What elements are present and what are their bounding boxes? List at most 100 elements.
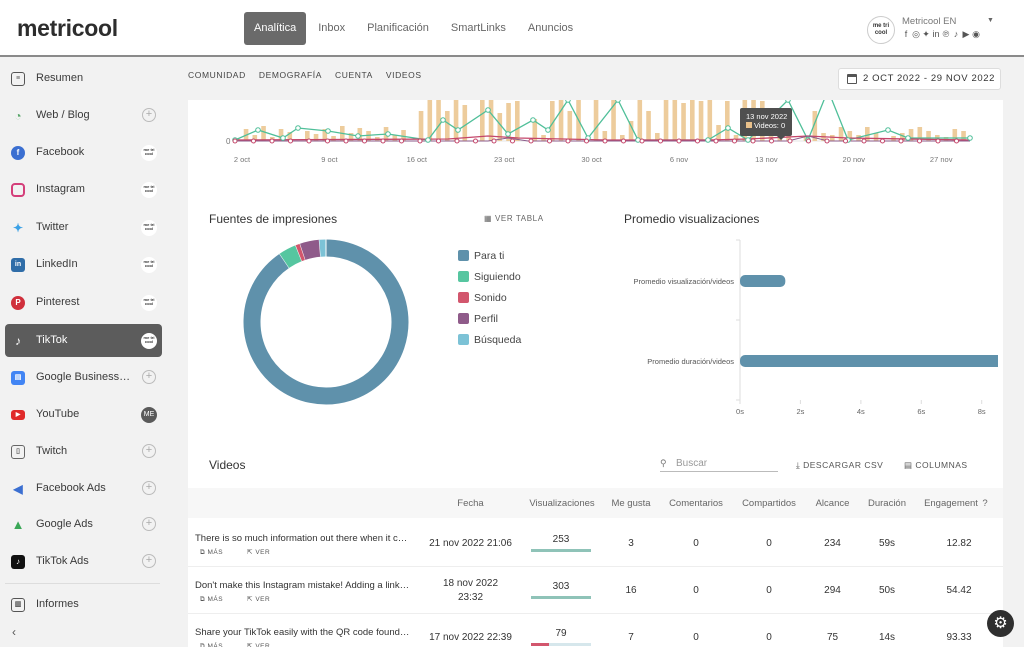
donut-slice[interactable] xyxy=(300,239,321,260)
instagram-icon xyxy=(11,183,25,197)
columns-button[interactable]: ▤ COLUMNAS xyxy=(904,460,968,471)
x-tick-label: 8s xyxy=(978,407,986,416)
help-icon[interactable]: ? xyxy=(982,498,988,509)
col-duracion[interactable]: Duración xyxy=(867,498,907,509)
sidebar-item-youtube[interactable]: ▶ YouTube ME xyxy=(5,398,162,431)
table-row[interactable]: Share your TikTok easily with the QR cod… xyxy=(188,614,1003,647)
sidebar-item-label: Instagram xyxy=(36,183,85,195)
sidebar-item-label: Pinterest xyxy=(36,296,80,308)
sidebar-item-twitter[interactable]: ✦ Twitter me tri cool xyxy=(5,211,162,244)
timeline-bar xyxy=(838,127,844,141)
sidebar-item-google-ads[interactable]: ▲ Google Ads + xyxy=(5,508,162,541)
table-row[interactable]: Don't make this Instagram mistake! Addin… xyxy=(188,567,1003,614)
subnav-comunidad[interactable]: COMUNIDAD xyxy=(188,70,246,80)
legend-item-siguiendo[interactable]: Siguiendo xyxy=(458,266,521,287)
timeline-point xyxy=(417,138,423,144)
add-icon[interactable]: + xyxy=(142,108,156,122)
bar[interactable] xyxy=(740,355,998,367)
sidebar-item-pinterest[interactable]: P Pinterest me tri cool xyxy=(5,286,162,319)
download-csv-button[interactable]: ⤓ DESCARGAR CSV xyxy=(796,460,883,471)
timeline-point xyxy=(917,138,922,144)
ver-button[interactable]: ⇱ VER xyxy=(247,643,282,647)
mas-button[interactable]: ⧉ MÁS xyxy=(200,596,224,603)
ver-tabla-button[interactable]: ▦ VER TABLA xyxy=(484,214,544,223)
sidebar-item-web-blog[interactable]: ◔ Web / Blog + xyxy=(5,99,162,132)
add-icon[interactable]: + xyxy=(142,517,156,531)
donut-slice[interactable] xyxy=(279,245,303,268)
col-compartidos[interactable]: Compartidos xyxy=(742,498,796,509)
sidebar-item-tiktok[interactable]: ♪ TikTok me tri cool xyxy=(5,324,162,357)
sidebar-item-instagram[interactable]: Instagram me tri cool xyxy=(5,173,162,206)
col-comentarios[interactable]: Comentarios xyxy=(669,498,723,509)
subnav-cuenta[interactable]: CUENTA xyxy=(334,70,373,80)
nav-tab-anuncios[interactable]: Anuncios xyxy=(527,22,574,34)
col-alcance[interactable]: Alcance xyxy=(815,498,850,509)
add-icon[interactable]: + xyxy=(142,444,156,458)
legend-item-para-ti[interactable]: Para ti xyxy=(458,245,521,266)
timeline-bar xyxy=(830,135,835,141)
video-actions: ⧉ MÁS ⇱ VER xyxy=(200,595,294,604)
legend-label: Sonido xyxy=(474,291,507,304)
timeline-point xyxy=(530,117,536,123)
video-title[interactable]: Don't make this Instagram mistake! Addin… xyxy=(195,580,410,591)
video-title[interactable]: Share your TikTok easily with the QR cod… xyxy=(195,627,410,638)
sidebar-item-informes[interactable]: ▥ Informes xyxy=(5,588,162,621)
subnav-demografia[interactable]: DEMOGRAFÍA xyxy=(258,70,322,80)
add-icon[interactable]: + xyxy=(142,481,156,495)
table-row[interactable]: There is so much information out there w… xyxy=(188,520,1003,567)
date-range-picker[interactable]: 2 OCT 2022 - 29 NOV 2022 xyxy=(838,68,1001,90)
donut-slice[interactable] xyxy=(295,243,306,262)
sidebar-item-facebook[interactable]: f Facebook me tri cool xyxy=(5,136,162,169)
sidebar-item-facebook-ads[interactable]: ◀ Facebook Ads + xyxy=(5,472,162,505)
cell-likes: 16 xyxy=(625,585,637,596)
timeline-point xyxy=(269,138,275,144)
timeline-bar xyxy=(305,131,310,141)
sidebar-item-linkedin[interactable]: in LinkedIn me tri cool xyxy=(5,248,162,281)
legend-item-perfil[interactable]: Perfil xyxy=(458,308,521,329)
col-visualizaciones[interactable]: Visualizaciones xyxy=(529,498,595,509)
col-engagement[interactable]: Engagement xyxy=(924,498,978,509)
nav-tab-inbox[interactable]: Inbox xyxy=(318,22,346,34)
sidebar-item-google-business[interactable]: ▤ Google Business Profile + xyxy=(5,361,162,394)
timeline-bar xyxy=(672,100,678,141)
nav-tab-analitica[interactable]: Analítica xyxy=(244,12,307,45)
subnav-videos[interactable]: VIDEOS xyxy=(385,70,422,80)
ver-label: VER xyxy=(255,643,271,647)
twitter-icon: ✦ xyxy=(922,29,930,39)
metricool-logo[interactable]: metricool xyxy=(17,15,118,41)
top-header: metricool Analítica Inbox Planificación … xyxy=(0,0,1024,57)
mas-button[interactable]: ⧉ MÁS xyxy=(200,643,235,647)
legend-label: Siguiendo xyxy=(474,270,521,283)
legend-item-busqueda[interactable]: Búsqueda xyxy=(458,329,521,350)
sidebar-item-resumen[interactable]: ≡ Resumen xyxy=(5,62,162,95)
sidebar-item-label: Facebook xyxy=(36,146,85,158)
add-icon[interactable]: + xyxy=(142,370,156,384)
nav-tab-planificacion[interactable]: Planificación xyxy=(367,22,429,34)
timeline-bar xyxy=(725,101,730,141)
sidebar-item-twitch[interactable]: ▯ Twitch + xyxy=(5,435,162,468)
search-input[interactable]: ⚲ Buscar xyxy=(660,458,778,472)
timeline-bar xyxy=(278,129,284,141)
bar[interactable] xyxy=(740,275,786,287)
account-selector[interactable]: me tri cool Metricool EN ▼ f ◎ ✦ in ℗ ♪ … xyxy=(867,13,1007,47)
timeline-bar xyxy=(900,133,905,141)
ver-button[interactable]: ⇱ VER xyxy=(247,596,271,603)
x-tick-label: 13 nov xyxy=(755,155,778,164)
donut-slice[interactable] xyxy=(243,239,409,405)
sidebar-divider xyxy=(5,583,160,584)
settings-gear-button[interactable]: ⚙ xyxy=(987,610,1014,637)
ver-button[interactable]: ⇱ VER xyxy=(247,549,271,556)
mas-button[interactable]: ⧉ MÁS xyxy=(200,549,224,556)
sidebar-item-tiktok-ads[interactable]: ♪ TikTok Ads + xyxy=(5,545,162,578)
legend-item-sonido[interactable]: Sonido xyxy=(458,287,521,308)
timeline-bar xyxy=(611,100,616,141)
timeline-point xyxy=(880,138,885,144)
col-fecha[interactable]: Fecha xyxy=(457,498,484,509)
col-me-gusta[interactable]: Me gusta xyxy=(611,498,651,509)
video-title[interactable]: There is so much information out there w… xyxy=(195,533,410,544)
timeline-bar xyxy=(331,136,336,141)
linkedin-icon: in xyxy=(932,29,940,39)
collapse-sidebar-icon[interactable]: ‹ xyxy=(12,625,16,639)
nav-tab-smartlinks[interactable]: SmartLinks xyxy=(450,22,506,34)
add-icon[interactable]: + xyxy=(142,554,156,568)
